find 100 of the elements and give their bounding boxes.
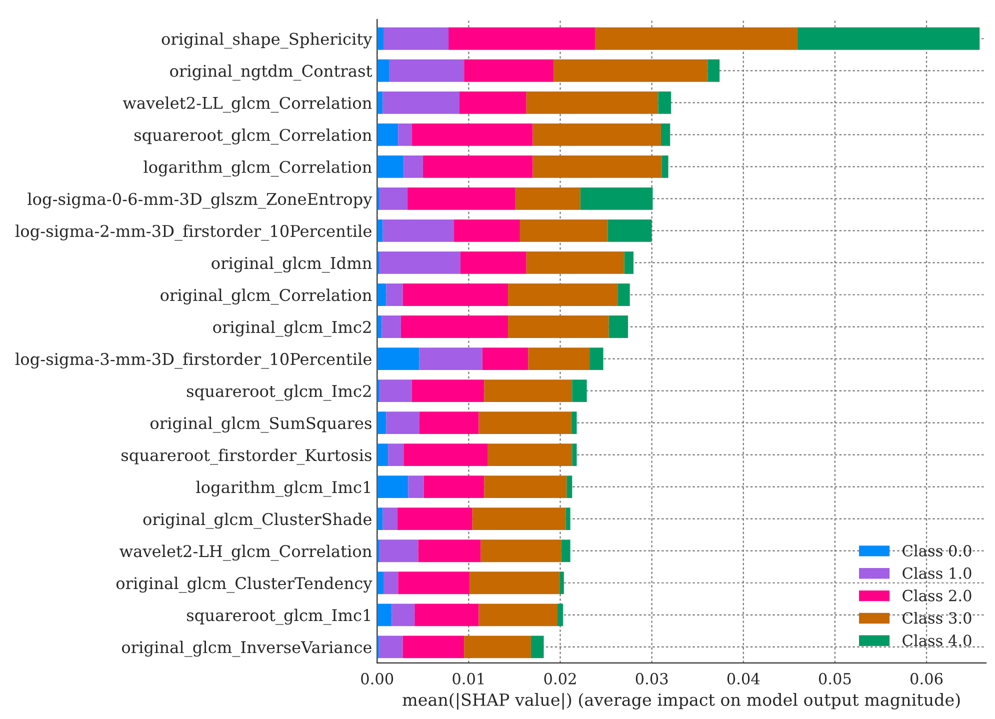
y-tick-label: original_shape_Sphericity xyxy=(162,32,372,49)
bar xyxy=(532,123,661,146)
bar xyxy=(382,508,398,530)
bar xyxy=(377,508,383,530)
bar xyxy=(422,155,533,178)
x-axis-title: mean(|SHAP value|) (average impact on model output magnitude) xyxy=(402,692,960,710)
bar xyxy=(662,155,668,178)
bar xyxy=(377,220,383,242)
bar xyxy=(382,220,454,242)
bar xyxy=(558,604,563,626)
y-tick-label: original_glcm_ClusterTendency xyxy=(116,576,372,593)
bar xyxy=(424,476,484,498)
x-tick-label: 0.06 xyxy=(910,672,943,684)
bar xyxy=(380,187,408,210)
y-tick-label: squareroot_glcm_Correlation xyxy=(134,128,372,145)
bar xyxy=(377,412,386,434)
bar xyxy=(472,508,566,530)
bar xyxy=(414,604,479,626)
bar xyxy=(561,540,570,562)
bar xyxy=(484,476,567,498)
bar xyxy=(484,380,572,402)
y-tick-label: original_ngtdm_Contrast xyxy=(170,64,372,81)
bar xyxy=(464,636,531,658)
bar xyxy=(624,252,634,274)
x-tick-label: 0.02 xyxy=(544,672,576,684)
bar xyxy=(572,444,577,466)
bar xyxy=(404,444,488,466)
bar xyxy=(508,316,609,338)
bar xyxy=(404,155,423,178)
y-tick-label: original_glcm_Correlation xyxy=(160,288,372,305)
bar xyxy=(377,444,388,466)
bar xyxy=(508,284,618,306)
y-tick-label: original_glcm_SumSquares xyxy=(150,416,372,433)
bar xyxy=(419,412,479,434)
bar xyxy=(530,636,544,658)
bar xyxy=(377,59,390,82)
bar xyxy=(478,604,558,626)
bar xyxy=(389,59,464,82)
x-tick-label: 0.04 xyxy=(727,672,760,684)
x-tick-label: 0.03 xyxy=(636,672,668,684)
bar xyxy=(386,284,403,306)
bar xyxy=(520,220,608,242)
legend-label: Class 0.0 xyxy=(902,544,972,557)
bar xyxy=(478,412,572,434)
bar xyxy=(400,316,508,338)
y-tick-label: logarithm_glcm_Correlation xyxy=(144,160,372,177)
bar xyxy=(608,220,652,242)
bar xyxy=(408,476,424,498)
bar xyxy=(407,187,516,210)
bar xyxy=(388,444,404,466)
bar xyxy=(398,572,470,594)
bar xyxy=(526,91,658,114)
bar xyxy=(380,252,460,274)
bar xyxy=(454,220,520,242)
bar xyxy=(708,59,720,82)
y-tick-label: wavelet2-LH_glcm_Correlation xyxy=(120,544,372,561)
y-tick-label: original_glcm_ClusterShade xyxy=(143,512,372,529)
y-tick-label: wavelet2-LL_glcm_Correlation xyxy=(122,96,372,113)
bar xyxy=(380,540,418,562)
bar xyxy=(571,412,577,434)
bar xyxy=(412,380,484,402)
bar xyxy=(595,27,798,50)
bar xyxy=(580,187,653,210)
bar xyxy=(378,636,403,658)
bar xyxy=(590,348,604,370)
bar xyxy=(554,59,708,82)
bar xyxy=(377,604,392,626)
bar xyxy=(566,476,572,498)
bar xyxy=(382,91,460,114)
bar xyxy=(572,380,587,402)
y-tick-label: log-sigma-2-mm-3D_firstorder_10Percentile xyxy=(15,224,372,241)
bar xyxy=(377,252,380,274)
bar xyxy=(532,155,662,178)
bar xyxy=(384,27,449,50)
bar xyxy=(488,444,572,466)
bar xyxy=(377,155,404,178)
y-tick-label: squareroot_firstorder_Kurtosis xyxy=(122,448,372,465)
bar xyxy=(480,540,562,562)
y-tick-label: squareroot_glcm_Imc1 xyxy=(186,608,370,625)
bar xyxy=(402,284,508,306)
legend-label: Class 2.0 xyxy=(902,590,972,602)
legend-label: Class 1.0 xyxy=(902,567,972,579)
bar xyxy=(448,27,596,50)
bar xyxy=(402,636,464,658)
bar xyxy=(515,187,580,210)
bar xyxy=(526,252,624,274)
y-tick-label: log-sigma-3-mm-3D_firstorder_10Percentile xyxy=(15,352,372,369)
bar xyxy=(386,412,420,434)
y-tick-label: log-sigma-0-6-mm-3D_glszm_ZoneEntropy xyxy=(28,192,372,209)
bar xyxy=(566,508,570,530)
y-tick-label: original_glcm_Idmn xyxy=(212,256,372,273)
bar xyxy=(418,540,481,562)
bar xyxy=(618,284,630,306)
x-tick-label: 0.00 xyxy=(361,672,394,684)
bar xyxy=(384,572,398,594)
bar xyxy=(377,380,380,402)
bar xyxy=(377,91,383,114)
bar xyxy=(464,59,554,82)
bar xyxy=(380,380,412,402)
bar xyxy=(377,348,420,370)
